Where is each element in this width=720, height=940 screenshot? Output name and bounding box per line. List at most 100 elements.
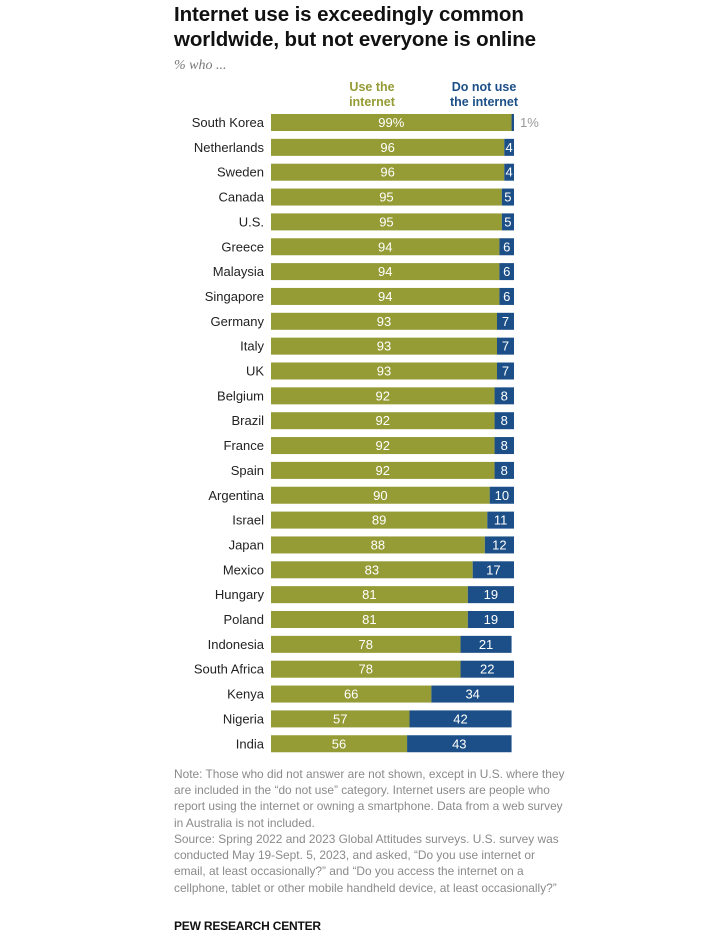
chart-note: Note: Those who did not answer are not s… <box>174 767 565 830</box>
value-label-not-use: 19 <box>484 612 498 627</box>
legend-not-line2: the internet <box>449 95 519 109</box>
value-label-use: 93 <box>377 364 391 379</box>
bar-not-use-internet <box>467 611 514 628</box>
country-label: Germany <box>211 314 265 329</box>
bar-not-use-internet <box>460 660 514 678</box>
bar-not-use-internet <box>496 362 514 380</box>
country-label: U.S. <box>239 214 264 229</box>
bar-use-internet <box>271 387 495 405</box>
bar-use-internet <box>271 138 505 156</box>
value-label-not-use: 34 <box>465 687 479 702</box>
country-label: Japan <box>229 537 264 552</box>
value-label-not-use: 4 <box>506 140 513 155</box>
value-label-not-use: 12 <box>492 537 506 552</box>
country-label: Italy <box>240 339 264 354</box>
value-label-not-use: 10 <box>495 488 509 503</box>
value-label-use: 95 <box>379 190 393 205</box>
country-label: South Korea <box>192 115 265 130</box>
value-label-use: 96 <box>380 165 394 180</box>
country-label: Hungary <box>215 587 265 602</box>
country-label: Singapore <box>205 289 264 304</box>
country-label: France <box>224 438 264 453</box>
chart-title: Internet use is exceedingly common world… <box>174 3 536 51</box>
value-label-not-use: 42 <box>453 711 467 726</box>
legend-not-use-internet: Do not use the internet <box>440 80 528 110</box>
bar-not-use-internet <box>407 735 512 753</box>
country-label: Brazil <box>231 413 264 428</box>
value-label-use: 89 <box>372 513 386 528</box>
bar-use-internet <box>271 660 461 678</box>
bar-use-internet <box>271 114 512 131</box>
value-label-not-use: 22 <box>480 662 494 677</box>
bar-not-use-internet <box>501 213 514 231</box>
country-label: Greece <box>221 239 264 254</box>
value-label-use: 93 <box>377 314 391 329</box>
legend-use-internet: Use the internet <box>340 80 404 110</box>
bar-use-internet <box>271 710 410 728</box>
value-label-not-use: 43 <box>452 736 466 751</box>
country-label: Sweden <box>217 165 264 180</box>
value-label-use: 95 <box>379 214 393 229</box>
bar-use-internet <box>271 163 505 181</box>
value-label-use: 92 <box>376 438 390 453</box>
value-label-not-use: 5 <box>504 214 511 229</box>
value-label-not-use: 8 <box>501 413 508 428</box>
country-label: Indonesia <box>208 637 265 652</box>
bar-not-use-internet <box>504 138 514 156</box>
value-label-use: 81 <box>362 612 376 627</box>
country-label: Netherlands <box>194 140 265 155</box>
value-label-use: 94 <box>378 239 392 254</box>
country-label: Israel <box>232 513 264 528</box>
value-label-not-use: 8 <box>501 388 508 403</box>
bar-use-internet <box>271 511 488 529</box>
value-label-not-use: 19 <box>484 587 498 602</box>
value-label-not-use: 8 <box>501 438 508 453</box>
country-label: Poland <box>224 612 264 627</box>
legend-not-line1: Do not use <box>451 80 517 94</box>
value-label-not-use: 6 <box>503 289 510 304</box>
country-label: UK <box>246 364 264 379</box>
value-label-use: 94 <box>378 264 392 279</box>
bar-use-internet <box>271 735 408 753</box>
country-label: Nigeria <box>223 711 265 726</box>
bar-use-internet <box>271 312 497 330</box>
bar-not-use-internet <box>487 511 514 529</box>
value-label-use: 78 <box>359 637 373 652</box>
value-label-not-use: 8 <box>501 463 508 478</box>
value-label-use: 92 <box>376 463 390 478</box>
value-label-use: 93 <box>377 339 391 354</box>
value-label-use: 94 <box>378 289 392 304</box>
bar-not-use-internet <box>467 586 514 604</box>
value-label-use: 56 <box>332 736 346 751</box>
bar-use-internet <box>271 213 502 231</box>
bar-use-internet <box>271 635 461 653</box>
bar-use-internet <box>271 188 502 206</box>
legend-use-line1: Use the <box>349 80 395 94</box>
pew-research-center-logo: PEW RESEARCH CENTER <box>174 919 321 933</box>
stacked-bar-chart: South Korea 99% 1% Netherlands 96 4 Sweden 96 4 C… <box>192 114 539 753</box>
country-label: Spain <box>231 463 264 478</box>
value-label-use: 92 <box>376 413 390 428</box>
bar-use-internet <box>271 362 497 380</box>
country-label: South Africa <box>194 662 265 677</box>
bar-use-internet <box>271 461 495 479</box>
country-label: India <box>236 736 265 751</box>
bar-not-use-internet <box>511 114 514 131</box>
country-label: Argentina <box>208 488 264 503</box>
bar-not-use-internet <box>489 486 514 504</box>
country-label: Mexico <box>223 562 264 577</box>
bar-use-internet <box>271 685 432 703</box>
value-label-use: 57 <box>333 711 347 726</box>
bar-not-use-internet <box>499 287 514 305</box>
chart-subtitle: % who ... <box>174 58 227 73</box>
value-label-use: 83 <box>365 562 379 577</box>
value-label-not-use: 11 <box>494 513 508 528</box>
bar-use-internet <box>271 611 468 628</box>
bar-use-internet <box>271 586 468 604</box>
value-label-use: 92 <box>376 388 390 403</box>
legend-use-line2: internet <box>349 95 395 109</box>
value-label-use: 88 <box>371 537 385 552</box>
bar-use-internet <box>271 287 500 305</box>
bar-not-use-internet <box>499 263 514 281</box>
value-label-not-use: 6 <box>503 264 510 279</box>
